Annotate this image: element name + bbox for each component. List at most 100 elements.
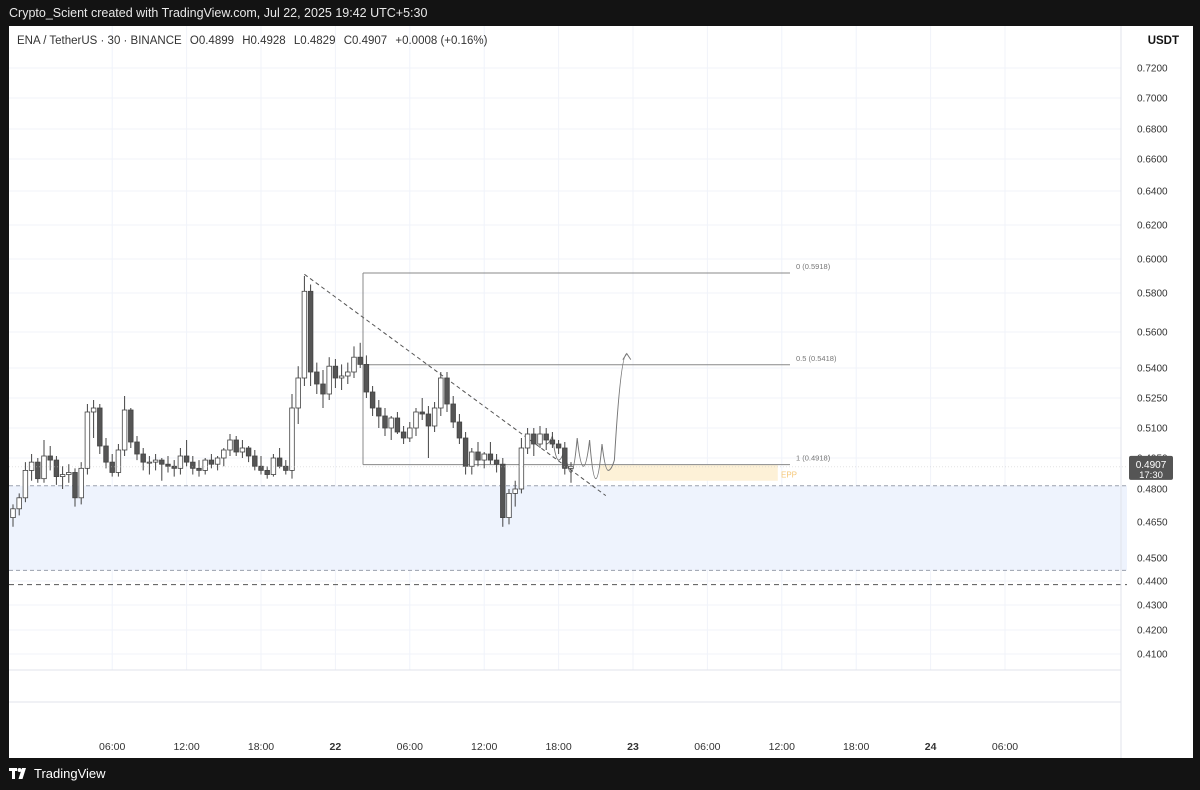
candle-body — [159, 459, 165, 465]
entry-zone — [599, 464, 778, 481]
candle-body — [264, 469, 270, 475]
candle-body — [462, 437, 469, 467]
candle-body — [400, 431, 407, 439]
candle-body — [524, 433, 531, 449]
y-tick-label: 0.5600 — [1137, 328, 1168, 339]
candle-body — [227, 439, 233, 451]
candle-body — [388, 417, 394, 429]
candle-body — [35, 461, 41, 480]
x-tick-label: 06:00 — [694, 741, 720, 753]
candle-body — [444, 377, 450, 405]
candle-body — [382, 415, 388, 429]
projection-arrow — [622, 352, 632, 360]
candle-body — [208, 459, 215, 465]
candle-body — [90, 407, 97, 413]
high-value: H0.4928 — [242, 35, 286, 47]
candle-body — [53, 459, 60, 478]
candle-body — [276, 457, 283, 467]
x-tick-label: 23 — [627, 741, 639, 753]
symbol-legend: ENA / TetherUS · 30 · BINANCE O0.4899 H0… — [17, 35, 492, 47]
candle-body — [134, 441, 140, 455]
candle-body — [22, 469, 29, 499]
candle-body — [72, 472, 78, 499]
y-tick-label: 0.6400 — [1137, 187, 1168, 198]
candle-body — [28, 461, 35, 471]
candle-body — [109, 461, 115, 473]
candle-body — [475, 451, 481, 461]
candle-body — [16, 497, 22, 510]
candle-body — [258, 465, 264, 471]
candle-body — [487, 453, 494, 461]
candle-body — [512, 488, 518, 494]
candle-body — [202, 459, 208, 471]
y-tick-label: 0.4400 — [1137, 577, 1168, 588]
candle-body — [351, 356, 357, 373]
y-tick-label: 0.6000 — [1137, 255, 1168, 266]
symbol-name[interactable]: ENA / TetherUS · 30 · BINANCE — [17, 35, 182, 47]
candle-body — [183, 455, 190, 463]
y-tick-label: 0.4300 — [1137, 601, 1168, 612]
candle-body — [177, 455, 184, 469]
candle-body — [196, 467, 202, 471]
candle-body — [97, 407, 103, 447]
y-tick-label: 0.7200 — [1137, 64, 1168, 75]
candle-body — [493, 459, 500, 465]
candle-body — [190, 461, 196, 469]
candle-body — [121, 409, 128, 451]
x-tick-label: 12:00 — [471, 741, 497, 753]
open-value: O0.4899 — [189, 35, 235, 47]
candle-body — [326, 365, 332, 395]
candle-body — [270, 457, 277, 475]
currency-label[interactable]: USDT — [1147, 35, 1179, 47]
candle-body — [289, 407, 295, 471]
candle-body — [152, 459, 159, 463]
trendline — [304, 273, 607, 497]
entry-zone-label: EPP — [781, 471, 797, 480]
candle-body — [84, 411, 91, 469]
chart-frame[interactable]: EPP 0 (0.5918) 0.5 (0.5418) 1 (0.4918) 0.7… — [9, 26, 1193, 758]
candle-body — [469, 451, 475, 467]
y-tick-label: 0.5100 — [1137, 424, 1168, 435]
candle-body — [394, 417, 401, 433]
candle-body — [419, 411, 425, 415]
candle-body — [431, 407, 438, 427]
candle-body — [518, 447, 525, 490]
candle-body — [345, 371, 351, 377]
candle-body — [450, 403, 456, 423]
candle-body — [221, 449, 227, 459]
y-tick-label: 0.4200 — [1137, 626, 1168, 637]
chart-zones: EPP — [9, 464, 1127, 586]
candle-body — [555, 443, 562, 449]
candle-body — [376, 407, 382, 417]
candle-body — [357, 356, 363, 365]
x-tick-label: 22 — [330, 741, 342, 753]
y-tick-label: 0.6200 — [1137, 221, 1168, 232]
candle-body — [537, 433, 543, 445]
candle-body — [456, 421, 463, 439]
brand-name: TradingView — [34, 766, 106, 781]
x-tick-label: 06:00 — [992, 741, 1018, 753]
chart-canvas[interactable]: EPP 0 (0.5918) 0.5 (0.5418) 1 (0.4918) 0.7… — [9, 26, 1193, 758]
y-tick-label: 0.5400 — [1137, 364, 1168, 375]
change-value: +0.0008 (+0.16%) — [395, 35, 488, 47]
y-tick-label: 0.4650 — [1137, 518, 1168, 529]
chart-drawings: 0 (0.5918) 0.5 (0.5418) 1 (0.4918) — [304, 262, 837, 497]
candle-body — [283, 465, 289, 471]
candle-body — [425, 413, 432, 427]
candle-body — [103, 445, 109, 463]
tradingview-logo[interactable]: TradingView — [9, 766, 106, 781]
y-tick-label: 0.5250 — [1137, 394, 1168, 405]
x-tick-label: 24 — [925, 741, 937, 753]
candle-body — [214, 457, 221, 465]
candle-body — [41, 455, 47, 480]
y-tick-label: 0.4100 — [1137, 650, 1168, 661]
candle-body — [438, 377, 444, 409]
candle-body — [320, 383, 326, 395]
y-tick-label: 0.4500 — [1137, 554, 1168, 565]
candle-body — [407, 427, 413, 439]
candle-body — [506, 492, 512, 518]
low-value: L0.4829 — [293, 35, 336, 47]
x-tick-label: 12:00 — [173, 741, 199, 753]
candle-body — [78, 467, 84, 499]
